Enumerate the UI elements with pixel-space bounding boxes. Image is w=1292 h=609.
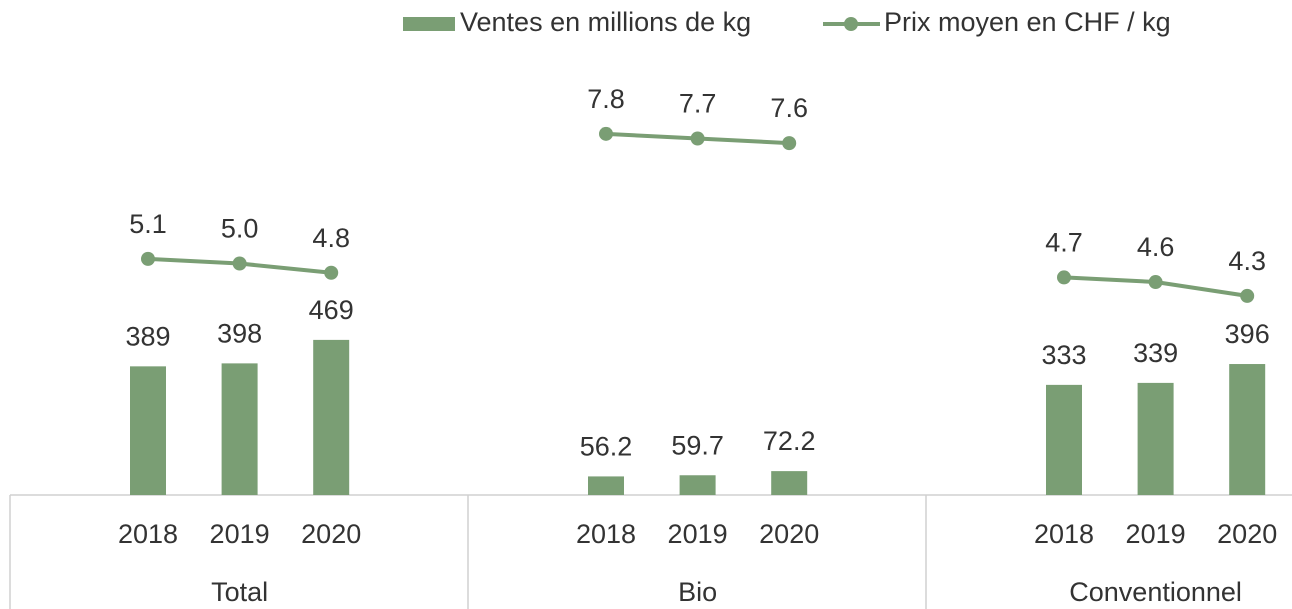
data-label: 7.8: [587, 84, 625, 114]
line-point: [690, 131, 705, 146]
legend-swatch: [844, 17, 858, 31]
x-tick-label: 2018: [576, 519, 636, 549]
line-point: [1240, 288, 1255, 303]
bar: [1137, 382, 1174, 495]
x-tick-label: 2020: [759, 519, 819, 549]
data-label: 72.2: [763, 426, 816, 456]
x-tick-label: 2019: [668, 519, 728, 549]
group-label: Bio: [678, 577, 717, 607]
x-tick-label: 2019: [1126, 519, 1186, 549]
bar: [679, 475, 716, 495]
x-tick-label: 2018: [1034, 519, 1094, 549]
line-point: [232, 256, 247, 271]
legend-label: Ventes en millions de kg: [460, 7, 751, 37]
group-label: Conventionnel: [1069, 577, 1242, 607]
x-tick-label: 2020: [301, 519, 361, 549]
bar: [771, 471, 808, 495]
bar: [588, 476, 624, 495]
x-tick-label: 2020: [1217, 519, 1277, 549]
x-tick-label: 2019: [210, 519, 270, 549]
bar: [1046, 384, 1082, 495]
data-label: 4.6: [1137, 232, 1175, 262]
data-label: 4.8: [312, 223, 350, 253]
data-label: 398: [217, 319, 262, 349]
line-point: [599, 126, 613, 141]
bar: [1229, 364, 1266, 495]
line-point: [1148, 275, 1163, 290]
legend-swatch: [403, 17, 455, 31]
data-label: 389: [125, 321, 170, 351]
data-label: 7.6: [770, 93, 808, 123]
data-label: 5.0: [221, 214, 259, 244]
data-label: 396: [1225, 319, 1270, 349]
line-point: [141, 251, 155, 266]
data-label: 333: [1041, 340, 1086, 370]
data-label: 59.7: [671, 430, 724, 460]
data-label: 469: [309, 295, 354, 325]
bar: [130, 366, 166, 495]
legend-label: Prix moyen en CHF / kg: [884, 7, 1171, 37]
data-label: 7.7: [679, 89, 717, 119]
data-label: 56.2: [580, 432, 633, 462]
group-label: Total: [211, 577, 268, 607]
line-point: [1057, 270, 1071, 285]
data-label: 5.1: [129, 209, 167, 239]
bar: [313, 339, 350, 495]
line-point: [782, 136, 797, 151]
bar: [221, 363, 258, 495]
data-label: 4.7: [1045, 228, 1083, 258]
line-point: [324, 265, 339, 280]
x-tick-label: 2018: [118, 519, 178, 549]
data-label: 4.3: [1228, 246, 1266, 276]
data-label: 339: [1133, 338, 1178, 368]
